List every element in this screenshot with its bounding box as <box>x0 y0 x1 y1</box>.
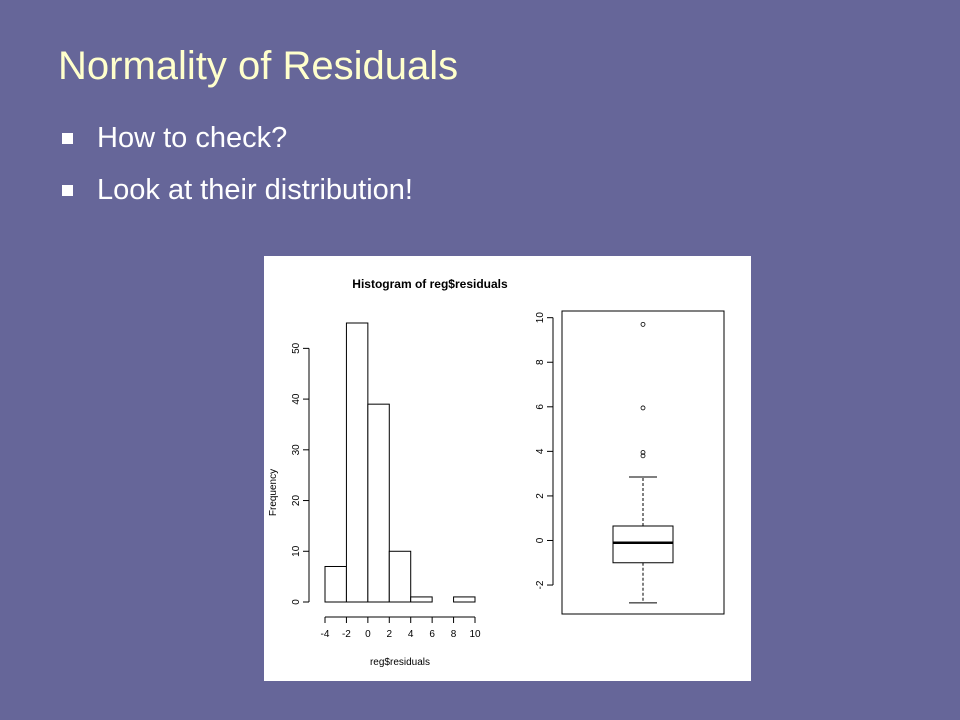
boxplot-frame <box>561 310 725 615</box>
histogram-x-tick-label: 10 <box>469 629 481 640</box>
histogram-bar <box>410 596 433 603</box>
histogram-x-tick-label: -4 <box>321 629 330 640</box>
histogram-x-tick-label: 4 <box>408 629 414 640</box>
bullet-text: Look at their distribution! <box>97 174 413 206</box>
bullet-item: Look at their distribution! <box>58 164 413 216</box>
histogram-x-tick-label: 8 <box>451 629 457 640</box>
histogram-x-tick-label: 0 <box>365 629 371 640</box>
square-bullet-icon <box>62 132 73 144</box>
histogram-y-tick-label: 20 <box>291 495 302 507</box>
square-bullet-icon <box>62 184 73 196</box>
boxplot-y-tick-label: 8 <box>535 359 546 365</box>
bullet-text: How to check? <box>97 122 288 154</box>
boxplot-y-tick-label: 4 <box>535 448 546 454</box>
histogram-x-tick-label: 6 <box>429 629 435 640</box>
boxplot-y-tick-label: 0 <box>535 537 546 543</box>
boxplot-box <box>612 525 674 564</box>
boxplot-y-tick-label: 2 <box>535 493 546 499</box>
histogram-bar <box>388 550 412 603</box>
histogram-y-tick-label: 0 <box>291 599 302 605</box>
histogram-x-axis-label: reg$residuals <box>370 657 430 668</box>
histogram-y-tick-label: 30 <box>291 444 302 456</box>
histogram-y-tick-label: 10 <box>291 545 302 557</box>
histogram-bar <box>453 596 476 603</box>
bullet-list: How to check? Look at their distribution… <box>58 112 413 216</box>
histogram-bar <box>345 322 369 603</box>
r-plot-figure: Histogram of reg$residuals -4 -2 0 2 4 6 8 10 reg… <box>264 256 751 681</box>
boxplot-outlier-point <box>640 405 646 411</box>
slide-title: Normality of Residuals <box>58 44 459 88</box>
boxplot-outlier-point <box>640 450 646 455</box>
histogram-y-tick-label: 40 <box>291 393 302 405</box>
boxplot-outlier-point <box>640 453 646 459</box>
histogram-bar <box>367 403 390 603</box>
boxplot-y-tick-label: -2 <box>535 580 546 589</box>
bullet-item: How to check? <box>58 112 413 164</box>
boxplot-y-tick-label: 6 <box>535 404 546 410</box>
boxplot-outlier-point <box>640 321 646 327</box>
histogram-x-tick-label: 2 <box>387 629 393 640</box>
histogram-y-axis-label: Frequency <box>268 469 279 516</box>
boxplot-y-tick-label: 10 <box>535 312 546 324</box>
histogram-title: Histogram of reg$residuals <box>352 277 508 291</box>
histogram-y-tick-label: 50 <box>291 342 302 354</box>
histogram-bar <box>324 565 347 603</box>
plot-canvas: Histogram of reg$residuals -4 -2 0 2 4 6 8 10 reg… <box>268 277 725 668</box>
histogram-x-tick-label: -2 <box>342 629 351 640</box>
